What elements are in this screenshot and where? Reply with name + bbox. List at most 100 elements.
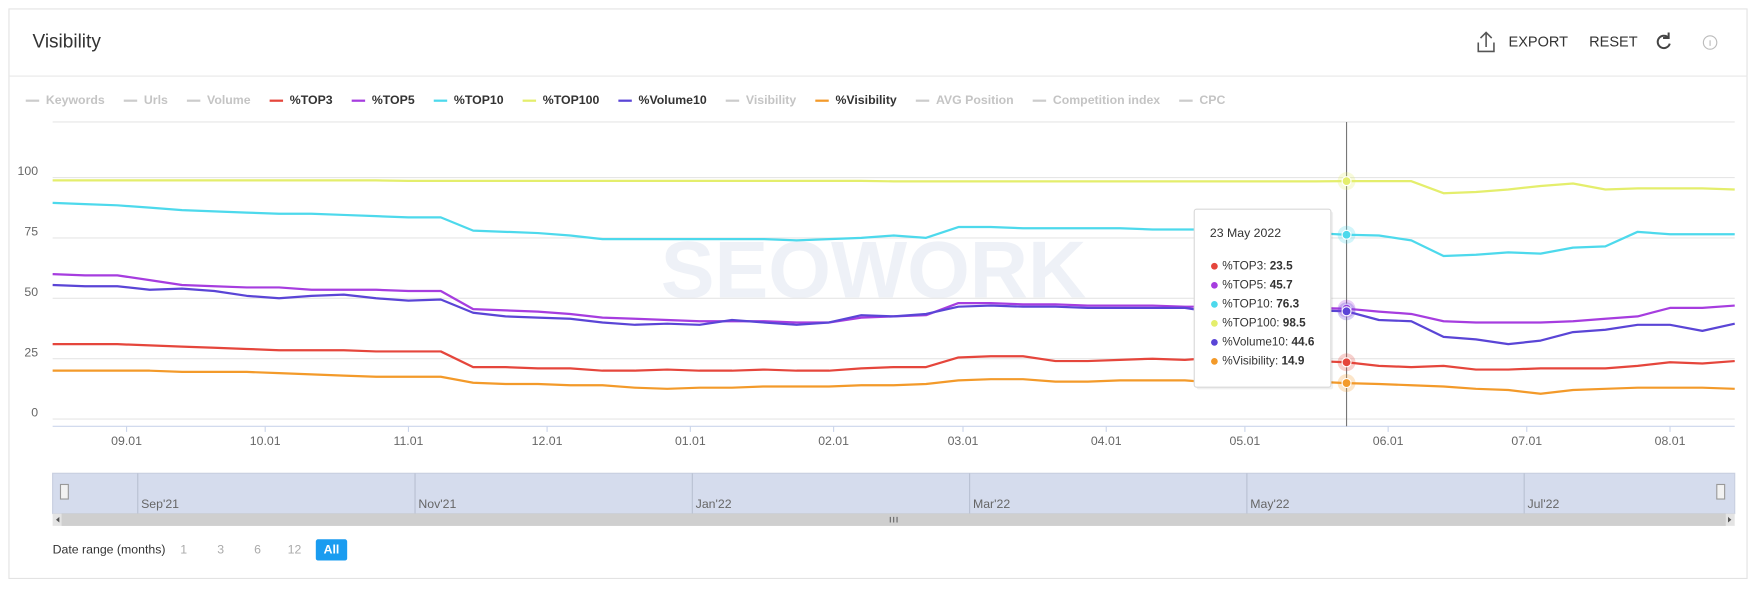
x-tick-label: 09.01 [111, 434, 142, 448]
hover-marker [1341, 176, 1352, 187]
legend-item[interactable]: %TOP3 [269, 93, 333, 107]
navigator-label: Sep'21 [141, 497, 179, 511]
navigator: Sep'21 Nov'21 Jan'22 Mar'22 May'22 Jul'22 [52, 472, 1736, 526]
legend-label: Visibility [746, 93, 797, 107]
tooltip-row: %Volume10: 44.6 [1222, 335, 1315, 348]
tooltip-series-name: %Volume10 [1222, 335, 1285, 348]
legend-item[interactable]: AVG Position [915, 93, 1014, 107]
legend-label: %TOP3 [290, 93, 333, 107]
refresh-button[interactable] [1656, 32, 1671, 50]
hover-marker [1341, 229, 1352, 240]
info-button[interactable] [1702, 35, 1718, 50]
tooltip-dot [1211, 319, 1218, 327]
legend-item[interactable]: Competition index [1032, 93, 1161, 107]
navigator-label: Nov'21 [418, 497, 456, 511]
tooltip-dot [1211, 339, 1218, 346]
navigator-handle-right[interactable] [1716, 483, 1726, 500]
legend-item[interactable]: %TOP5 [351, 93, 415, 107]
series-line [52, 283, 1735, 346]
legend-item[interactable]: Volume [186, 93, 251, 107]
legend-item[interactable]: Urls [123, 93, 168, 107]
tooltip-separator: : [1285, 335, 1292, 348]
series-line [52, 201, 1735, 258]
tooltip-separator: : [1275, 355, 1282, 368]
tooltip-row: %TOP10: 76.3 [1222, 297, 1299, 310]
legend-label: %TOP5 [372, 93, 415, 107]
legend-item[interactable]: %Volume10 [618, 93, 707, 107]
x-tick-label: 05.01 [1229, 434, 1260, 448]
tooltip-series-name: %TOP100 [1222, 316, 1276, 329]
legend-label: Urls [144, 93, 168, 107]
range-button[interactable]: 1 [180, 543, 187, 557]
tooltip-dot [1211, 300, 1218, 308]
x-tick-label: 04.01 [1091, 434, 1122, 448]
legend-label: Competition index [1053, 93, 1160, 107]
range-button-bg [315, 539, 348, 561]
watermark: SEOWORK [661, 226, 1086, 316]
range-button[interactable]: 3 [217, 543, 224, 557]
legend-item[interactable]: %TOP100 [522, 93, 600, 107]
x-tick-label: 12.01 [532, 434, 563, 448]
tooltip-row: %Visibility: 14.9 [1222, 355, 1305, 368]
reset-button[interactable]: RESET [1589, 34, 1638, 50]
tooltip-row: %TOP3: 23.5 [1222, 259, 1293, 272]
tooltip: 23 May 2022%TOP3: 23.5%TOP5: 45.7%TOP10:… [1193, 208, 1334, 390]
tooltip-date: 23 May 2022 [1210, 226, 1281, 240]
range-button-label: 1 [180, 543, 187, 557]
range-button[interactable]: 6 [254, 543, 261, 557]
navigator-label: Jul'22 [1528, 497, 1560, 511]
x-tick-label: 10.01 [250, 434, 281, 448]
tooltip-value: 98.5 [1283, 316, 1306, 329]
plot-area: SEOWORK 0 25 50 75 100 09.01 10.01 11.01 12.01 01.… [18, 121, 1735, 448]
x-tick-label: 08.01 [1655, 434, 1686, 448]
navigator-label: May'22 [1250, 497, 1289, 511]
legend-item[interactable]: %TOP10 [433, 93, 504, 107]
legend-label: AVG Position [936, 93, 1014, 107]
range-button-label: 6 [254, 543, 261, 557]
range-button-label: All [324, 543, 340, 557]
scrollbar-grip [889, 516, 898, 523]
legend-label: Volume [207, 93, 251, 107]
x-tick-label: 03.01 [948, 434, 979, 448]
tooltip-series-name: %TOP10 [1222, 297, 1270, 310]
range-button-label: 12 [288, 543, 302, 557]
tooltip-separator: : [1263, 278, 1270, 291]
navigator-window [52, 472, 1736, 515]
tooltip-series-name: %Visibility [1222, 355, 1275, 368]
tooltip-separator: : [1263, 259, 1270, 272]
legend-item[interactable]: CPC [1179, 93, 1225, 107]
tooltip-separator: : [1270, 297, 1277, 310]
legend-label: %TOP100 [543, 93, 600, 107]
y-tick-label: 75 [24, 225, 38, 239]
range-selector: Date range (months) 1 3 6 12 All [53, 539, 348, 561]
x-tick-label: 07.01 [1511, 434, 1542, 448]
tooltip-row: %TOP100: 98.5 [1222, 316, 1306, 329]
range-button[interactable]: 12 [288, 543, 302, 557]
y-tick-label: 50 [24, 285, 38, 299]
export-icon [1477, 31, 1495, 53]
tooltip-value: 14.9 [1281, 355, 1304, 368]
navigator-label: Jan'22 [696, 497, 732, 511]
range-label: Date range (months) [53, 543, 166, 557]
tooltip-dot [1211, 358, 1218, 365]
tooltip-separator: : [1276, 316, 1283, 329]
series-line [52, 343, 1735, 372]
legend-item[interactable]: Visibility [725, 93, 797, 107]
y-tick-label: 0 [31, 406, 38, 420]
export-label: EXPORT [1509, 34, 1569, 50]
legend-item[interactable]: Keywords [25, 93, 105, 107]
legend: Keywords Urls Volume %TOP3 %TOP5 %TOP10 %TOP10… [25, 93, 1225, 107]
tooltip-value: 45.7 [1270, 278, 1293, 291]
legend-label: CPC [1199, 93, 1225, 107]
range-button[interactable]: All [315, 539, 348, 561]
tooltip-value: 76.3 [1276, 297, 1299, 310]
navigator-handle-left[interactable] [59, 483, 69, 500]
tooltip-dot [1211, 262, 1218, 270]
widget-title: Visibility [32, 32, 101, 53]
hover-marker [1341, 306, 1352, 317]
export-button[interactable]: EXPORT [1477, 31, 1569, 53]
legend-item[interactable]: %Visibility [815, 93, 897, 107]
range-button-label: 3 [217, 543, 224, 557]
